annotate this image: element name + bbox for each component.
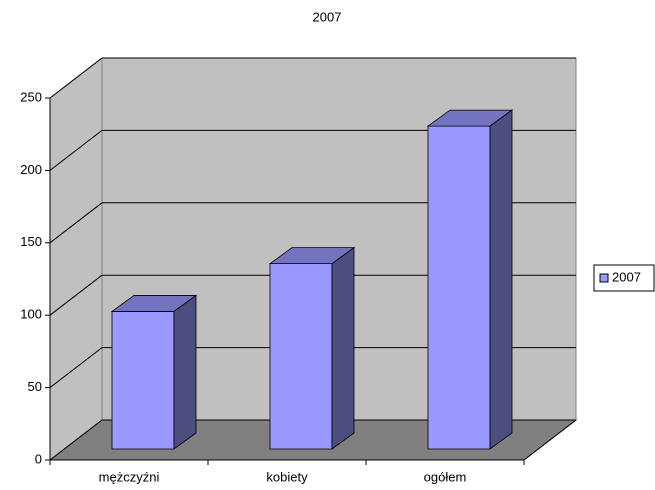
y-tick-label: 150: [20, 234, 42, 249]
y-tick-label: 200: [20, 162, 42, 177]
grid-line: [49, 347, 103, 388]
bar-front: [427, 125, 491, 450]
side-wall: [49, 56, 103, 462]
legend-label: 2007: [612, 269, 641, 284]
bar: [268, 246, 356, 450]
bar-side: [489, 109, 513, 450]
bar: [426, 109, 514, 450]
chart-title: 2007: [313, 9, 342, 24]
grid-line: [49, 202, 103, 244]
x-axis-depth: [523, 419, 577, 461]
grid-line: [49, 419, 103, 461]
bar-front: [269, 263, 333, 450]
x-tick-label: kobiety: [266, 469, 308, 484]
x-tick-label: ogółem: [424, 469, 467, 484]
y-tick-label: 50: [28, 379, 42, 394]
bar-side: [173, 294, 197, 450]
bar: [110, 294, 198, 450]
grid-line: [49, 57, 103, 99]
y-tick-label: 0: [35, 451, 42, 466]
grid-line: [49, 130, 103, 171]
x-tick-label: mężczyźni: [99, 469, 160, 484]
bar-side: [331, 246, 355, 450]
y-tick-label: 250: [20, 89, 42, 104]
y-tick-label: 100: [20, 307, 42, 322]
legend-swatch: [599, 273, 609, 283]
bar-front: [111, 311, 175, 450]
grid-line: [49, 274, 103, 316]
